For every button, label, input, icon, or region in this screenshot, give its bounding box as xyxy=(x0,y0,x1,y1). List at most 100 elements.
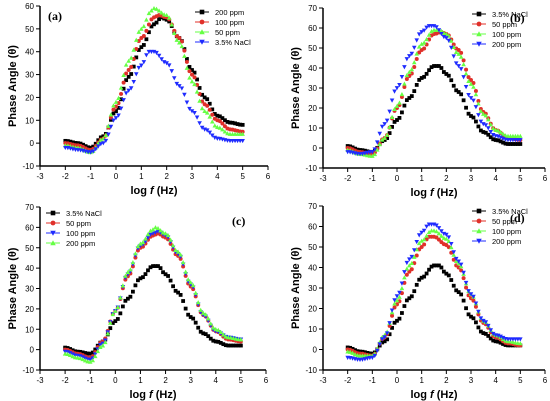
data-point xyxy=(177,36,182,40)
data-point xyxy=(76,141,80,146)
y-axis-title: Phase Angle (θ) xyxy=(7,45,19,127)
data-point xyxy=(392,120,397,124)
data-point xyxy=(412,65,417,70)
data-point xyxy=(476,309,481,314)
data-point xyxy=(461,62,466,67)
data-point xyxy=(412,89,417,93)
y-tick-label: 0 xyxy=(313,346,318,355)
data-point xyxy=(384,132,390,137)
data-point xyxy=(461,276,466,281)
data-point xyxy=(424,25,429,30)
data-point xyxy=(208,336,213,341)
data-point xyxy=(209,133,215,138)
data-point xyxy=(372,353,378,359)
data-point xyxy=(464,306,468,311)
data-point xyxy=(170,243,176,248)
data-point xyxy=(409,94,414,98)
data-point xyxy=(476,113,481,118)
data-point xyxy=(178,252,183,257)
data-point xyxy=(78,349,83,354)
data-point xyxy=(205,103,210,108)
data-point xyxy=(95,348,101,354)
data-point xyxy=(402,275,407,280)
data-point xyxy=(217,119,222,124)
data-point xyxy=(491,338,496,343)
data-point xyxy=(146,22,151,27)
data-point xyxy=(98,142,104,147)
data-point xyxy=(134,47,139,52)
data-point xyxy=(129,72,134,76)
data-point xyxy=(399,285,405,291)
y-tick-label: 50 xyxy=(308,243,317,252)
data-point xyxy=(483,130,488,135)
data-point xyxy=(446,238,452,244)
y-tick-label: 10 xyxy=(308,124,317,133)
data-point xyxy=(370,355,375,360)
data-point xyxy=(448,245,454,250)
data-point xyxy=(140,240,146,245)
data-point xyxy=(113,99,119,104)
data-point xyxy=(151,49,157,54)
legend-marker xyxy=(476,208,482,214)
data-point xyxy=(118,295,123,300)
data-point xyxy=(385,136,390,140)
data-point xyxy=(400,311,404,315)
legend-label: 200 ppm xyxy=(215,8,244,17)
data-point xyxy=(404,266,410,271)
data-point xyxy=(409,51,415,56)
data-point xyxy=(411,60,417,65)
data-point xyxy=(202,95,207,100)
data-point xyxy=(402,65,407,70)
data-point xyxy=(197,98,202,103)
data-point xyxy=(134,55,139,60)
data-point xyxy=(123,273,128,278)
data-point xyxy=(348,144,353,149)
data-point xyxy=(456,259,461,264)
data-point xyxy=(468,81,474,86)
data-point xyxy=(119,91,124,96)
data-point xyxy=(469,78,473,82)
data-point xyxy=(147,30,151,35)
data-point xyxy=(394,103,400,108)
x-tick-label: -1 xyxy=(87,376,95,385)
data-point xyxy=(111,118,116,123)
data-point xyxy=(136,39,141,44)
data-point xyxy=(469,314,473,319)
data-point xyxy=(500,131,506,136)
data-point xyxy=(426,229,432,235)
data-point xyxy=(416,240,422,246)
data-point xyxy=(434,64,439,68)
data-point xyxy=(106,132,111,137)
data-point xyxy=(223,118,227,123)
data-point xyxy=(394,86,400,91)
data-point xyxy=(400,110,404,115)
data-point xyxy=(439,265,444,270)
data-point xyxy=(414,38,420,43)
data-point xyxy=(220,127,225,132)
data-point xyxy=(80,356,85,362)
x-tick-label: 2 xyxy=(444,174,449,183)
data-point xyxy=(444,232,449,237)
data-point xyxy=(352,351,358,357)
data-point xyxy=(211,338,216,343)
data-point xyxy=(506,142,510,146)
data-point xyxy=(169,69,175,74)
data-point xyxy=(217,125,223,130)
data-point xyxy=(207,101,212,106)
data-point xyxy=(419,238,424,243)
data-point xyxy=(437,64,441,68)
data-point xyxy=(65,351,70,356)
data-point xyxy=(83,351,88,355)
legend-item: 200 ppm xyxy=(195,8,244,17)
data-point xyxy=(98,135,103,140)
data-point xyxy=(168,237,173,242)
data-point xyxy=(240,129,245,134)
data-point xyxy=(216,327,221,332)
x-tick-label: 0 xyxy=(395,174,400,183)
y-tick-label: 60 xyxy=(25,223,34,232)
data-point xyxy=(225,131,230,136)
data-point xyxy=(436,231,442,236)
data-point xyxy=(124,71,129,76)
series-200-ppm xyxy=(345,222,523,363)
data-point xyxy=(481,122,486,127)
